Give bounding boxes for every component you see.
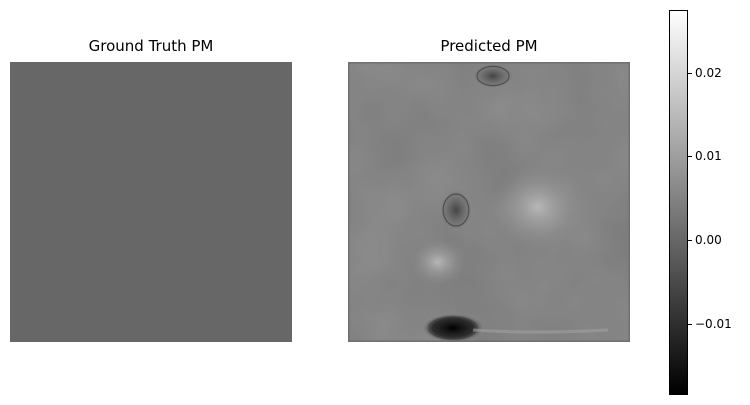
colorbar [669,10,688,395]
colorbar-tick [688,156,692,158]
predicted-feature [488,162,588,252]
predicted-image [348,62,630,342]
predicted-feature [473,64,513,88]
colorbar-tick [688,240,692,242]
predicted-feature-ring [476,65,510,87]
ground-truth-heatmap [10,62,292,342]
ground-truth-title: Ground Truth PM [88,37,214,55]
predicted-feature-ring [442,193,470,227]
predicted-border-artifact [348,62,630,342]
ground-truth-field [10,62,292,342]
predicted-title: Predicted PM [440,37,538,55]
predicted-heatmap [348,62,630,342]
colorbar-tick-label: 0.01 [695,149,722,164]
colorbar-tick-label: 0.02 [695,65,722,80]
predicted-wake [472,328,609,334]
colorbar-tick [688,323,692,325]
predicted-feature [423,314,483,342]
colorbar-tick [688,72,692,74]
predicted-feature-ring [428,316,478,340]
predicted-feature [440,190,472,230]
colorbar-tick-label: 0.00 [695,233,722,248]
colorbar-tick-label: −0.01 [695,316,732,331]
ground-truth-image [10,62,292,342]
predicted-feature [408,237,468,287]
